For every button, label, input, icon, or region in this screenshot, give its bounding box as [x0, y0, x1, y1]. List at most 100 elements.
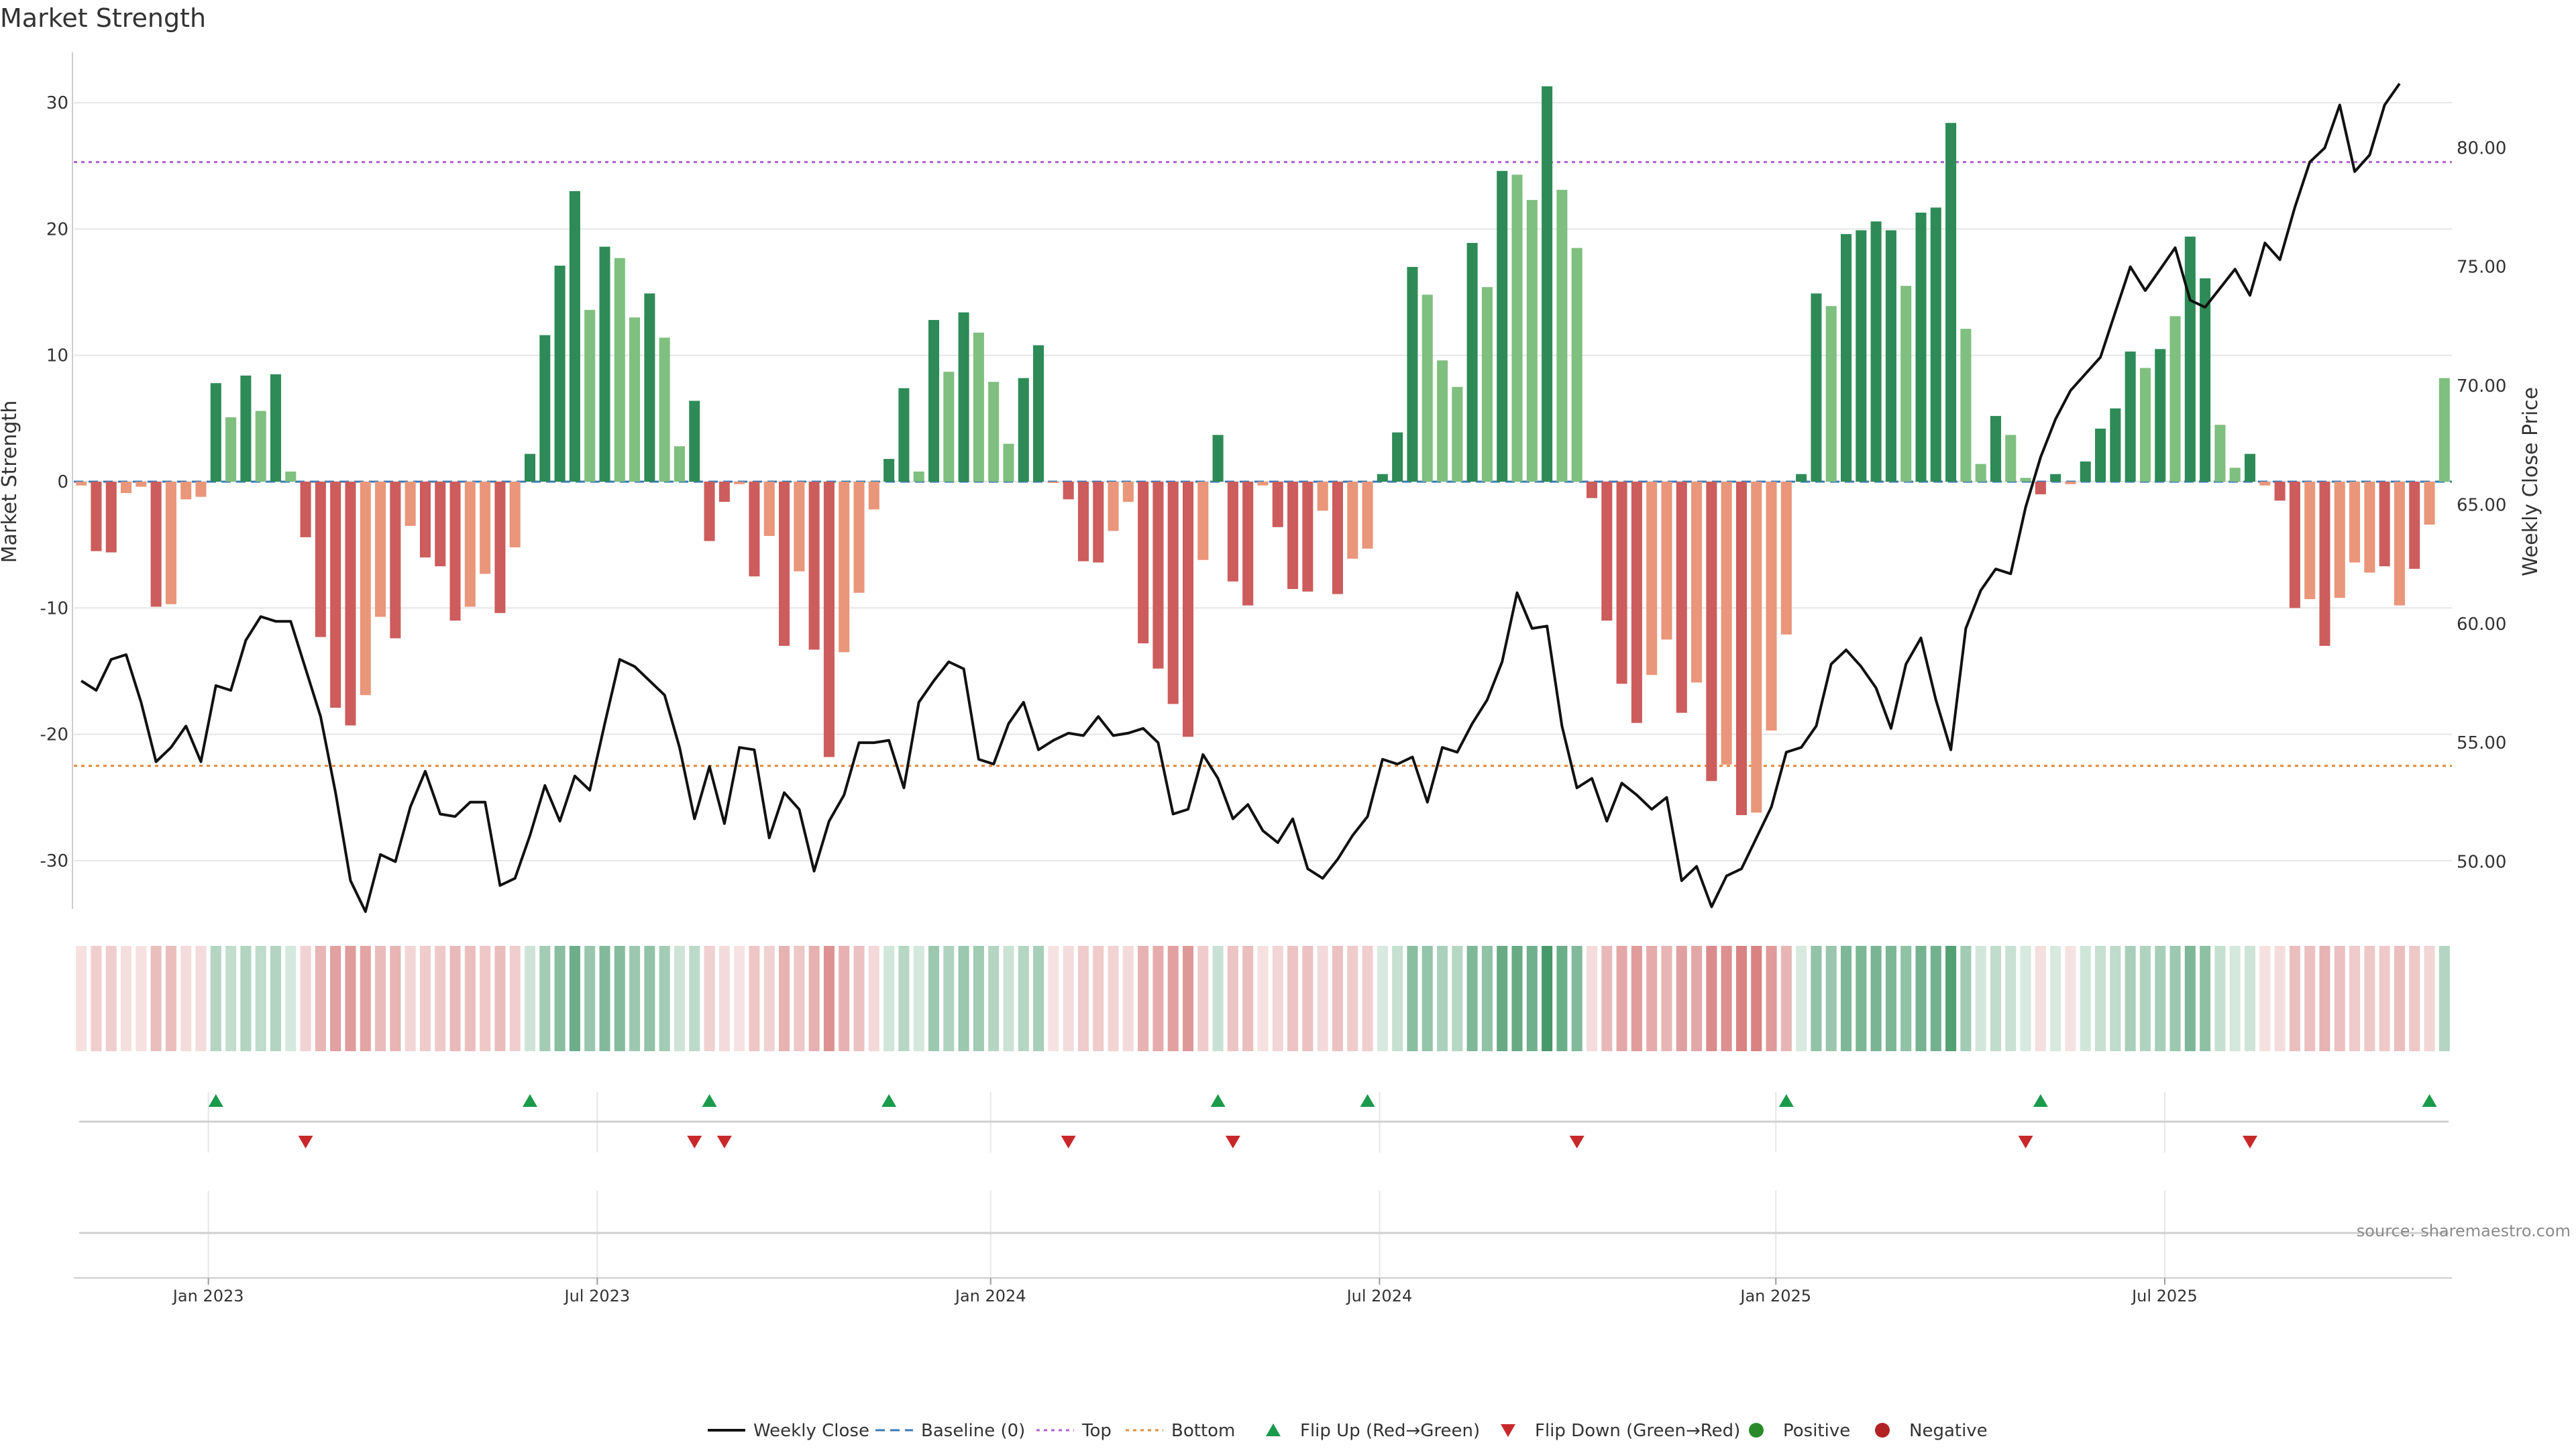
- strength-bar: [524, 453, 536, 482]
- strength-bar: [1841, 233, 1852, 482]
- flip-down-marker: [2018, 1136, 2033, 1148]
- strength-bar: [1960, 329, 1972, 482]
- source-label: source: sharemaestro.com: [2357, 1222, 2571, 1240]
- heat-cell: [1841, 946, 1852, 1051]
- flip-down-marker: [716, 1136, 732, 1148]
- strength-bar: [1108, 482, 1119, 531]
- strength-bar: [2289, 482, 2300, 608]
- strength-bar: [435, 482, 446, 567]
- strength-bar: [2125, 352, 2136, 482]
- legend-item: Flip Up (Red→Green): [1266, 1421, 1480, 1441]
- strength-bar: [1332, 482, 1344, 594]
- strength-bar: [779, 482, 790, 646]
- strength-bar: [1796, 474, 1807, 482]
- y-tick-label: -20: [40, 725, 68, 745]
- heat-cell: [1616, 946, 1627, 1051]
- heat-cell: [2020, 946, 2031, 1051]
- heat-cell: [1511, 946, 1523, 1051]
- strength-bar: [973, 332, 984, 482]
- heat-cell: [2334, 946, 2345, 1051]
- heat-cell: [2424, 946, 2435, 1051]
- heat-cell: [1586, 946, 1598, 1051]
- strength-bar: [1421, 294, 1433, 482]
- heat-cell: [1332, 946, 1344, 1051]
- heat-cell: [689, 946, 700, 1051]
- strength-bar: [449, 482, 461, 621]
- strength-bar: [2050, 474, 2061, 482]
- legend-item: Weekly Close: [708, 1421, 869, 1441]
- strength-bar: [2274, 482, 2286, 501]
- heat-cell: [1676, 946, 1687, 1051]
- heat-cell: [2438, 946, 2450, 1051]
- strength-bar: [1377, 474, 1388, 482]
- heat-cell: [195, 946, 207, 1051]
- y2-tick-label: 75.00: [2457, 258, 2506, 278]
- heat-cell: [1197, 946, 1209, 1051]
- strength-bar: [150, 482, 162, 607]
- heat-cell: [2304, 946, 2316, 1051]
- strength-bar: [943, 372, 955, 482]
- strength-bar: [270, 374, 282, 482]
- heat-cell: [973, 946, 984, 1051]
- heat-cell: [1497, 946, 1508, 1051]
- heat-cell: [779, 946, 790, 1051]
- flip-up-marker: [1360, 1094, 1375, 1107]
- heat-cell: [360, 946, 371, 1051]
- y-tick-label: 20: [46, 219, 68, 239]
- strength-bar: [1392, 432, 1403, 482]
- strength-bar: [808, 482, 820, 650]
- heat-cell: [494, 946, 506, 1051]
- heat-cell: [1212, 946, 1224, 1051]
- strength-bar: [464, 482, 476, 607]
- heat-cell: [1766, 946, 1777, 1051]
- heat-cell: [808, 946, 820, 1051]
- heat-cell: [1542, 946, 1553, 1051]
- heat-cell: [629, 946, 641, 1051]
- strength-bar: [345, 482, 356, 726]
- heat-cell: [1481, 946, 1493, 1051]
- heat-cell: [749, 946, 760, 1051]
- heat-cell: [1437, 946, 1448, 1051]
- heat-cell: [2379, 946, 2390, 1051]
- strength-bar: [330, 482, 341, 708]
- heat-cell: [1915, 946, 1927, 1051]
- x-tick-label: Jan 2024: [954, 1287, 1026, 1305]
- strength-bar: [988, 382, 1000, 482]
- strength-bar: [704, 482, 715, 541]
- heat-cell: [1601, 946, 1613, 1051]
- strength-bar: [2334, 482, 2345, 598]
- flip-down-marker: [1569, 1136, 1585, 1148]
- heat-cell: [345, 946, 356, 1051]
- heat-cell: [943, 946, 955, 1051]
- strength-bar: [1466, 243, 1478, 482]
- heat-cell: [839, 946, 850, 1051]
- strength-bar: [763, 482, 775, 536]
- strength-bar: [734, 482, 745, 484]
- strength-bar: [1138, 482, 1149, 644]
- flip-down-marker: [2243, 1136, 2258, 1148]
- strength-bar: [1272, 482, 1283, 527]
- legend-label: Top: [1081, 1421, 1112, 1441]
- heat-cell: [823, 946, 835, 1051]
- flip-down-marker: [687, 1136, 702, 1148]
- heat-cell: [1347, 946, 1358, 1051]
- heat-cell: [375, 946, 386, 1051]
- strength-bar: [2409, 482, 2420, 569]
- strength-bar: [2184, 236, 2196, 482]
- heat-cell: [1526, 946, 1538, 1051]
- heat-cell: [599, 946, 610, 1051]
- strength-bar: [1526, 200, 1538, 482]
- strength-bar: [494, 482, 506, 613]
- heat-cell: [210, 946, 221, 1051]
- strength-bar: [2200, 278, 2211, 482]
- strength-bar: [2035, 482, 2046, 494]
- strength-bar: [898, 388, 910, 482]
- strength-bar: [928, 319, 940, 482]
- strength-bar: [584, 309, 596, 482]
- heat-cell: [1018, 946, 1029, 1051]
- strength-bar: [1856, 230, 1867, 482]
- heat-cell: [225, 946, 237, 1051]
- heat-cell: [1093, 946, 1104, 1051]
- strength-bar: [1063, 482, 1074, 500]
